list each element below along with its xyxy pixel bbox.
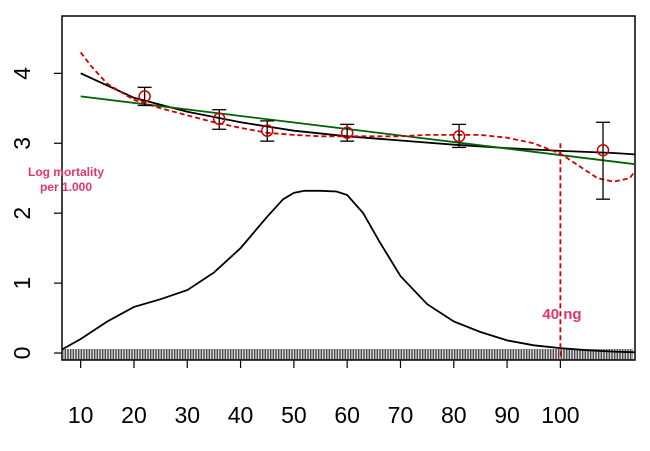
- y-tick-label-2: 2: [9, 207, 35, 220]
- rug-ticks: [63, 349, 633, 360]
- x-tick-label-6: 70: [388, 402, 414, 428]
- fit-lines-layer: [79, 51, 636, 183]
- points-layer: [137, 86, 611, 200]
- x-tick-label-7: 80: [441, 402, 467, 428]
- data-point-3: [340, 126, 354, 140]
- y-axis-label-line-2: per 1.000: [40, 180, 92, 194]
- x-tick-label-1: 20: [121, 402, 147, 428]
- y-tick-label-1: 1: [9, 277, 35, 290]
- rug-marks: [63, 349, 633, 360]
- data-point-2: [260, 124, 274, 137]
- series-line-3: [61, 189, 636, 354]
- x-tick-label-5: 60: [334, 402, 360, 428]
- x-tick-label-3: 40: [228, 402, 254, 428]
- x-tick-label-9: 100: [541, 402, 579, 428]
- data-point-4: [452, 130, 466, 143]
- x-tick-label-8: 90: [494, 402, 520, 428]
- axes-layer: 10 20 30 40 50 60 70 80 90 100 0 1 2 3 4: [9, 67, 580, 428]
- y-axis-label-line-1: Log mortality: [28, 165, 104, 179]
- series-line-0: [80, 72, 636, 156]
- x-tick-label-4: 50: [281, 402, 307, 428]
- data-point-1: [212, 112, 226, 126]
- threshold-label: 40 ng: [542, 306, 581, 323]
- y-tick-label-0: 0: [9, 347, 35, 360]
- data-point-5: [596, 143, 610, 157]
- density-layer: [61, 189, 636, 354]
- y-tick-label-4: 4: [9, 67, 35, 80]
- x-tick-label-0: 10: [68, 402, 94, 428]
- series-line-1: [80, 95, 636, 166]
- y-tick-label-3: 3: [9, 137, 35, 150]
- series-line-2: [79, 51, 636, 183]
- data-point-0: [138, 90, 151, 103]
- x-tick-label-2: 30: [174, 402, 200, 428]
